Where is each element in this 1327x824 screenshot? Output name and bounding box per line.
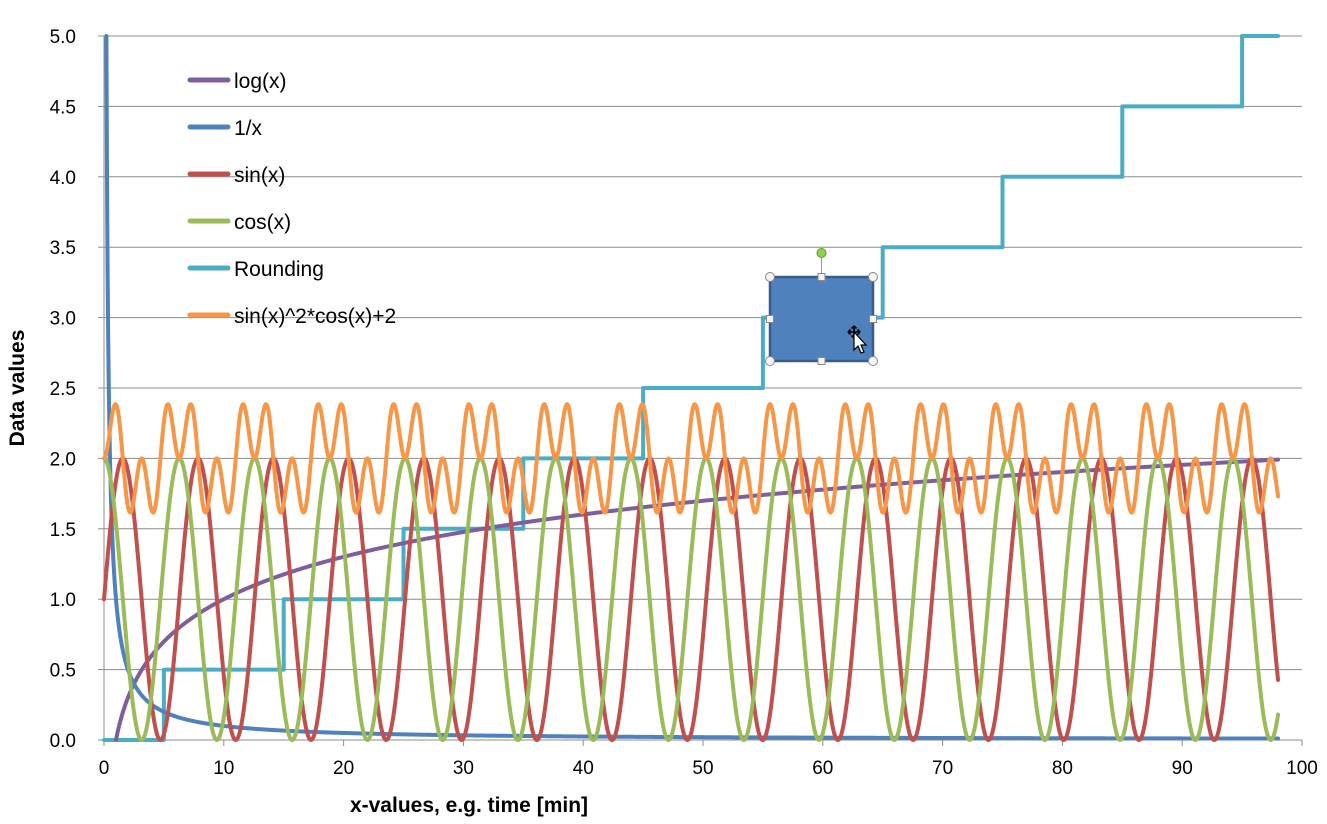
- corner-resize-handle: [765, 272, 775, 282]
- x-tick-label: 10: [213, 758, 234, 779]
- move-cursor-icon: [847, 325, 868, 354]
- y-tick-label: 1.5: [50, 520, 76, 541]
- x-tick-label: 100: [1286, 758, 1318, 779]
- y-tick-label: 5.0: [50, 27, 76, 48]
- y-tick-label: 0.5: [50, 661, 76, 682]
- x-tick-label: 20: [333, 758, 354, 779]
- y-axis-title: Data values: [6, 330, 29, 447]
- x-tick-label: 60: [812, 758, 833, 779]
- legend-label: cos(x): [234, 211, 291, 234]
- y-tick-label: 2.0: [50, 449, 76, 470]
- series-lines: [102, 34, 1281, 742]
- y-tick-label: 1.0: [50, 590, 76, 611]
- y-tick-label: 2.5: [50, 379, 76, 400]
- selected-rectangle-shape[interactable]: [765, 248, 878, 366]
- side-resize-handle: [869, 315, 877, 323]
- y-tick-label: 4.5: [50, 97, 76, 118]
- series-line-2: [102, 456, 1281, 742]
- y-tick-label: 3.0: [50, 309, 76, 330]
- legend-label: 1/x: [234, 117, 263, 140]
- y-tick-label: 0.0: [50, 731, 76, 752]
- x-axis-title: x-values, e.g. time [min]: [350, 794, 588, 817]
- x-tick-label: 70: [932, 758, 953, 779]
- series-line-5: [102, 402, 1281, 515]
- y-tick-label: 4.0: [50, 168, 76, 189]
- side-resize-handle: [817, 357, 826, 365]
- side-resize-handle: [766, 315, 774, 323]
- x-tick-label: 0: [99, 758, 110, 779]
- x-tick-label: 30: [453, 758, 474, 779]
- corner-resize-handle: [868, 356, 878, 366]
- rectangle-fill: [768, 275, 875, 363]
- x-tick-label: 90: [1172, 758, 1193, 779]
- x-tick-label: 80: [1052, 758, 1073, 779]
- tick-labels: 0.0 0.5 1.0 1.5 2.0 2.5 3.0 3.5 4.0 4.5 5.0 0 10 20 30…: [50, 27, 1318, 779]
- legend-label: Rounding: [234, 258, 324, 281]
- x-tick-label: 40: [573, 758, 594, 779]
- legend-label: log(x): [234, 70, 287, 93]
- legend-label: sin(x)^2*cos(x)+2: [234, 305, 396, 328]
- corner-resize-handle: [868, 272, 878, 282]
- legend-label: sin(x): [234, 164, 285, 187]
- corner-resize-handle: [765, 356, 775, 366]
- y-tick-label: 3.5: [50, 238, 76, 259]
- legend: log(x) 1/x sin(x) cos(x) Rounding sin(x)^2*co…: [187, 70, 396, 328]
- series-line-4: [102, 34, 1281, 742]
- x-tick-label: 50: [692, 758, 713, 779]
- rotation-handle: [816, 248, 827, 258]
- series-line-1: [104, 34, 1281, 741]
- side-resize-handle: [817, 273, 826, 281]
- pointer-arrow: [853, 330, 868, 354]
